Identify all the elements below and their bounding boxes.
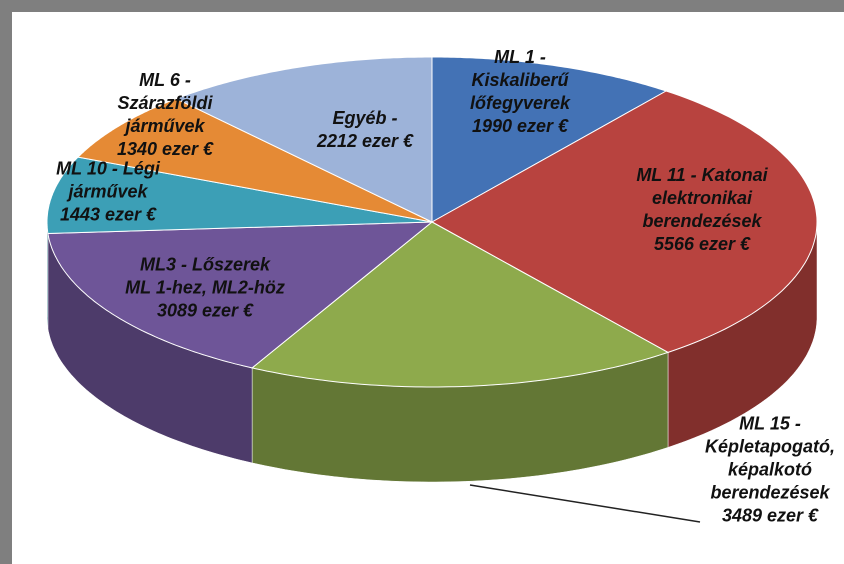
value-label: 5566 ezer € <box>653 234 751 254</box>
category-label: ML3 - Lőszerek ML 1-hez, ML2-höz <box>125 254 285 298</box>
slice <box>76 98 433 223</box>
slice-label: ML 11 - Katonai elektronikai berendezése… <box>627 164 777 256</box>
slice-label: ML3 - Lőszerek ML 1-hez, ML2-höz 3089 eze… <box>125 254 285 323</box>
category-label: ML 15 - Képletapogató, képalkotó berende… <box>704 413 835 503</box>
category-label: ML 10 - Légi járművek <box>56 158 160 202</box>
slice-side <box>46 222 49 329</box>
value-label: 1340 ezer € <box>116 139 214 159</box>
slices <box>46 56 818 483</box>
value-label: 1443 ezer € <box>59 204 157 225</box>
slice-label: ML 10 - Légi járművek 1443 ezer € <box>43 158 173 227</box>
category-label: ML 1 - Kiskaliberű lőfegyverek <box>469 47 571 113</box>
category-label: ML 11 - Katonai elektronikai berendezése… <box>636 165 768 231</box>
category-label: Egyéb - <box>332 108 398 128</box>
value-label: 1990 ezer € <box>471 116 569 136</box>
value-label: 3089 ezer € <box>156 300 254 321</box>
leader-line <box>469 484 701 523</box>
slice-label: ML 15 - Képletapogató, képalkotó berende… <box>688 413 844 528</box>
category-label: ML 6 - Szárazföldi járművek <box>117 70 213 136</box>
slice <box>430 90 818 353</box>
slice <box>47 221 434 369</box>
value-label: 3489 ezer € <box>721 505 819 526</box>
slice <box>174 56 433 223</box>
frame <box>0 0 844 12</box>
slice <box>431 56 668 223</box>
slice-label: Egyéb - 2212 ezer € <box>303 107 428 153</box>
frame <box>0 0 12 564</box>
slice <box>46 156 433 235</box>
slice-label: ML 1 - Kiskaliberű lőfegyverek 1990 ezer … <box>450 46 590 138</box>
slice <box>250 221 670 388</box>
value-label: 2212 ezer € <box>316 131 414 151</box>
slice-label: ML 6 - Szárazföldi járművek 1340 ezer € <box>103 69 228 161</box>
